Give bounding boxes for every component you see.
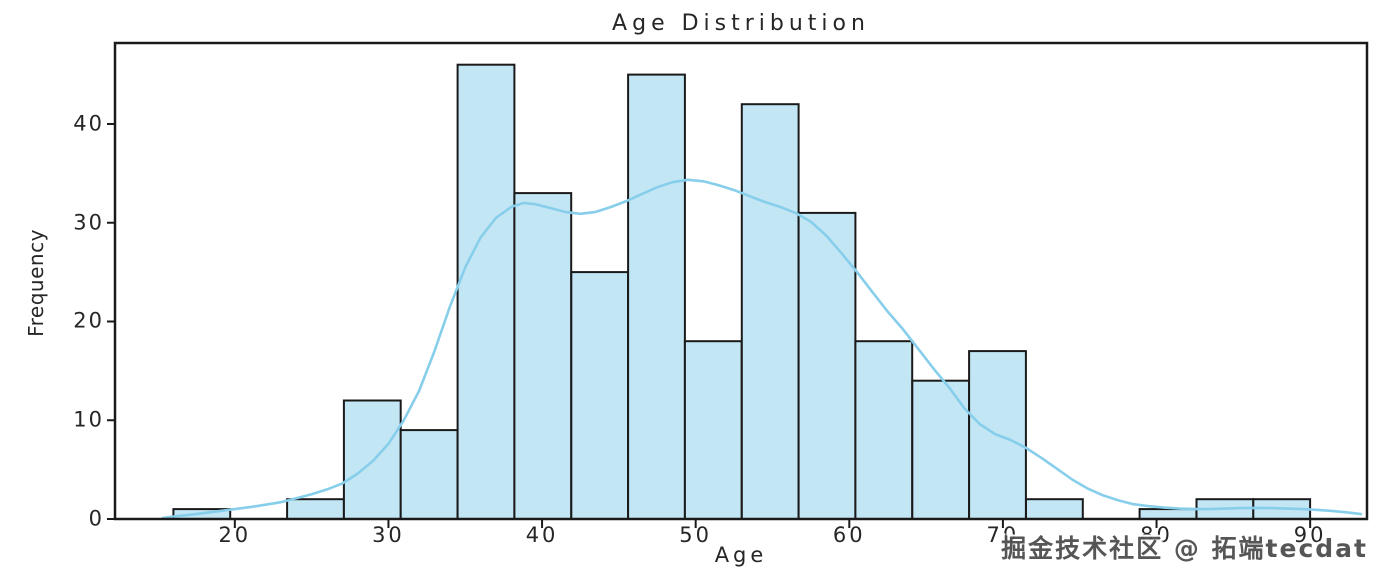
histogram-bar bbox=[683, 340, 743, 521]
x-tick-label: 30 bbox=[372, 523, 405, 547]
histogram-bar bbox=[456, 63, 516, 520]
histogram-bar bbox=[1025, 498, 1084, 521]
histogram-bar bbox=[513, 192, 573, 520]
y-tick-label: 10 bbox=[73, 407, 104, 432]
histogram-bar bbox=[570, 271, 630, 520]
y-tick-label: 40 bbox=[73, 111, 104, 136]
histogram-bar bbox=[627, 73, 686, 520]
histogram-bar bbox=[1138, 508, 1198, 521]
x-tick-label: 70 bbox=[986, 523, 1020, 547]
plot-border bbox=[113, 41, 1369, 521]
y-tick-label: 0 bbox=[88, 506, 104, 531]
kde-curve bbox=[161, 178, 1363, 520]
y-tick-label: 30 bbox=[73, 210, 104, 235]
x-tick-label: 90 bbox=[1293, 523, 1327, 547]
x-tick-label: 80 bbox=[1140, 523, 1173, 547]
x-axis-label: Age bbox=[714, 543, 768, 567]
x-tick-label: 20 bbox=[218, 523, 252, 547]
watermark-text: 掘金技术社区 @ 拓端tecdat bbox=[1001, 534, 1368, 563]
histogram-bar bbox=[399, 429, 459, 521]
histogram-bar bbox=[286, 498, 345, 521]
x-tick-label: 50 bbox=[679, 523, 713, 547]
y-tick-label: 20 bbox=[73, 309, 104, 334]
x-tick-label: 60 bbox=[832, 523, 866, 547]
chart-title: Age Distribution bbox=[612, 11, 870, 36]
histogram-bar bbox=[854, 340, 914, 521]
x-tick-label: 40 bbox=[525, 523, 559, 547]
histogram-bar bbox=[740, 103, 800, 520]
